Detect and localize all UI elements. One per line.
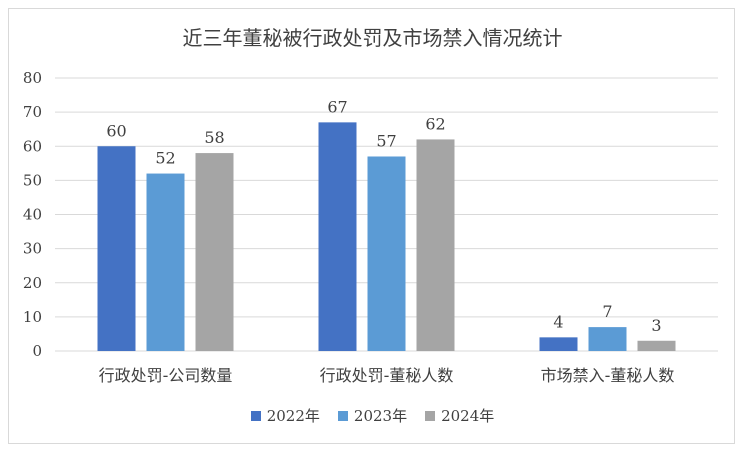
- legend-swatch: [250, 410, 261, 421]
- bar: [195, 153, 234, 351]
- y-tick-label: 10: [23, 308, 42, 326]
- y-tick-label: 50: [23, 171, 42, 189]
- data-label: 3: [651, 316, 661, 335]
- legend-item: 2022年: [250, 405, 320, 426]
- legend-label: 2024年: [441, 407, 495, 425]
- y-tick-label: 30: [23, 240, 42, 258]
- bar: [318, 122, 357, 351]
- legend-item: 2024年: [425, 405, 494, 426]
- bar: [97, 146, 136, 351]
- data-label: 62: [425, 114, 445, 133]
- legend-item: 2023年: [337, 405, 408, 426]
- y-tick-label: 80: [23, 69, 42, 87]
- data-label: 52: [155, 149, 175, 168]
- y-tick-label: 20: [23, 274, 42, 292]
- data-label: 57: [376, 131, 396, 150]
- y-tick-label: 70: [23, 103, 42, 121]
- x-category-label: 市场禁入-董秘人数: [541, 366, 675, 385]
- bar: [367, 156, 406, 351]
- chart-title: 近三年董秘被行政处罚及市场禁入情况统计: [182, 26, 563, 50]
- y-tick-label: 60: [23, 137, 42, 155]
- legend-label: 2022年: [266, 407, 320, 425]
- bar: [588, 327, 627, 351]
- bar: [146, 173, 185, 351]
- legend-swatch: [425, 410, 436, 421]
- chart-legend: 2022年 2023年 2024年: [0, 405, 745, 426]
- data-label: 7: [602, 302, 612, 321]
- legend-label: 2023年: [353, 407, 408, 425]
- data-label: 4: [553, 312, 563, 331]
- x-category-label: 行政处罚-公司数量: [99, 366, 233, 385]
- data-label: 58: [204, 128, 224, 147]
- bar: [637, 340, 676, 351]
- y-tick-label: 40: [23, 206, 42, 224]
- bar: [416, 139, 455, 351]
- x-category-label: 行政处罚-董秘人数: [320, 366, 454, 385]
- data-label: 67: [327, 97, 347, 116]
- y-tick-label: 0: [32, 342, 42, 360]
- bar: [539, 337, 578, 351]
- data-label: 60: [106, 121, 126, 140]
- legend-swatch: [337, 410, 348, 421]
